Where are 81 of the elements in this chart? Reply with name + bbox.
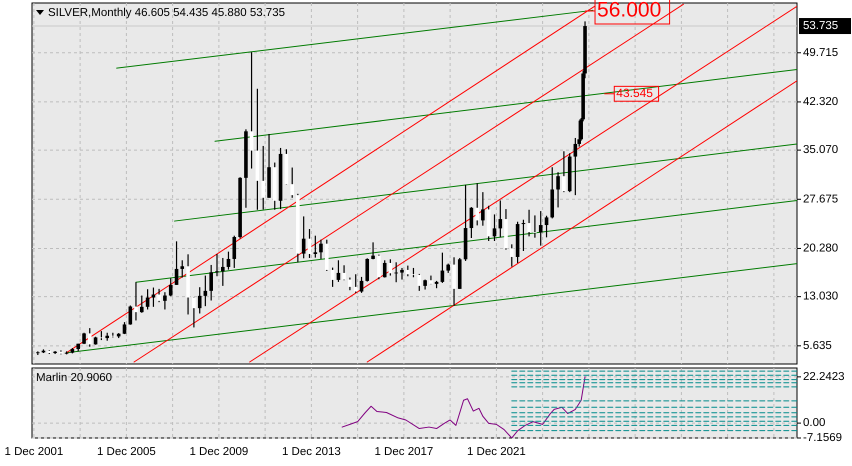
candlestick (209, 264, 213, 302)
candlestick (412, 267, 416, 278)
chart-title: SILVER,Monthly 46.605 54.435 45.880 53.735 (48, 7, 285, 19)
candlestick (446, 263, 450, 274)
candlestick (492, 214, 496, 242)
candlestick (400, 267, 404, 280)
candlestick (440, 252, 444, 284)
candlestick (140, 294, 144, 314)
candlestick (470, 206, 474, 239)
annotation: 43.545 (616, 86, 654, 100)
candlestick (527, 209, 531, 237)
candlestick (371, 242, 375, 260)
candlestick (261, 145, 266, 210)
candlestick (556, 172, 560, 208)
candlestick (180, 260, 184, 278)
candlestick (319, 239, 323, 260)
candlestick (128, 304, 132, 326)
candlestick (250, 52, 254, 170)
candlestick (360, 276, 364, 294)
y-tick-label: 20.280 (803, 242, 838, 254)
candlestick (382, 260, 387, 278)
candlestick (348, 276, 352, 291)
candlestick (226, 251, 230, 270)
candlestick (163, 292, 167, 310)
candlestick (221, 257, 225, 286)
candlestick (377, 254, 381, 280)
candlestick (232, 235, 236, 269)
candlestick (88, 328, 92, 348)
candlestick (82, 332, 86, 345)
candlestick (342, 264, 346, 281)
chart-title: Marlin 20.9060 (36, 372, 112, 384)
candlestick (336, 260, 340, 282)
y-tick-label: -7.1569 (803, 432, 842, 444)
candlestick (204, 274, 208, 307)
candlestick (146, 288, 150, 310)
x-tick-label: 1 Dec 2001 (4, 446, 64, 458)
candlestick (388, 258, 392, 276)
x-tick-label: 1 Dec 2009 (189, 446, 248, 458)
candlestick (302, 216, 306, 259)
x-tick-label: 1 Dec 2013 (282, 446, 341, 458)
candlestick (174, 240, 178, 286)
y-tick-label: 35.070 (803, 144, 838, 156)
y-tick-label: 0.00 (803, 417, 826, 430)
x-tick-label: 1 Dec 2005 (96, 446, 156, 458)
candlestick (198, 286, 202, 314)
y-tick-label: 27.675 (803, 193, 838, 206)
candlestick (406, 265, 410, 277)
candlestick (544, 215, 548, 238)
candlestick (192, 296, 196, 328)
candlestick (134, 282, 138, 322)
candlestick (111, 332, 115, 338)
candlestick (417, 273, 422, 292)
ref-line-label: 53.735 (803, 20, 838, 32)
y-tick-label: 49.715 (803, 46, 838, 59)
candlestick (330, 267, 334, 288)
y-tick-label: 5.635 (803, 340, 832, 352)
candlestick (475, 182, 480, 226)
candlestick (215, 253, 219, 277)
candlestick (533, 214, 537, 238)
candlestick (423, 278, 427, 290)
y-tick-label: 42.320 (803, 96, 838, 108)
candlestick (308, 228, 312, 259)
candlestick (354, 274, 358, 294)
candlestick (510, 244, 514, 268)
line-series (342, 376, 586, 438)
candlestick (157, 288, 161, 303)
candlestick (538, 210, 543, 246)
candlestick (168, 278, 173, 297)
x-tick-label: 1 Dec 2021 (466, 446, 526, 458)
candlestick (562, 150, 566, 193)
candlestick (290, 166, 294, 198)
candlestick (365, 258, 370, 282)
candlestick (152, 286, 156, 308)
y-tick-label: 13.030 (803, 290, 838, 303)
x-tick-label: 1 Dec 2017 (374, 446, 434, 458)
candlestick (481, 192, 485, 226)
candlestick (394, 262, 398, 283)
candlestick (522, 219, 526, 252)
annotation: 56.000 (597, 0, 662, 22)
y-tick-label: 22.2423 (803, 370, 845, 383)
candlestick (498, 200, 502, 238)
